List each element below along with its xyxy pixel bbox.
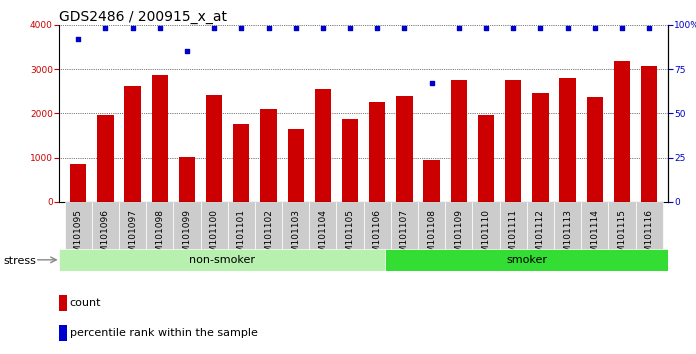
Text: non-smoker: non-smoker	[189, 255, 255, 265]
Point	[209, 25, 220, 31]
Point	[453, 25, 464, 31]
Bar	[581, 202, 608, 250]
Point	[290, 25, 301, 31]
Bar	[614, 61, 630, 202]
Bar	[386, 249, 668, 271]
Bar	[527, 202, 554, 250]
Text: GSM101096: GSM101096	[101, 209, 110, 264]
Bar	[59, 325, 67, 341]
Text: GSM101110: GSM101110	[482, 209, 491, 264]
Text: smoker: smoker	[506, 255, 547, 265]
Bar	[173, 202, 200, 250]
Bar	[391, 202, 418, 250]
Bar	[315, 88, 331, 202]
Point	[562, 25, 573, 31]
Point	[72, 36, 84, 42]
Point	[399, 25, 410, 31]
Text: GSM101098: GSM101098	[155, 209, 164, 264]
Text: percentile rank within the sample: percentile rank within the sample	[70, 328, 258, 338]
Point	[182, 48, 193, 54]
Bar	[500, 202, 527, 250]
Bar	[228, 202, 255, 250]
Bar	[363, 202, 391, 250]
Bar	[97, 115, 113, 202]
Bar	[608, 202, 635, 250]
Point	[236, 25, 247, 31]
Bar	[70, 164, 86, 202]
Text: GSM101099: GSM101099	[182, 209, 191, 264]
Text: stress: stress	[3, 256, 36, 266]
Text: GSM101097: GSM101097	[128, 209, 137, 264]
Bar	[641, 67, 657, 202]
Bar	[369, 102, 386, 202]
Bar	[92, 202, 119, 250]
Text: GSM101116: GSM101116	[644, 209, 654, 264]
Text: GSM101100: GSM101100	[209, 209, 219, 264]
Point	[263, 25, 274, 31]
Bar	[396, 97, 413, 202]
Text: GSM101106: GSM101106	[373, 209, 381, 264]
Point	[345, 25, 356, 31]
Text: GSM101103: GSM101103	[291, 209, 300, 264]
Bar	[554, 202, 581, 250]
Bar	[473, 202, 500, 250]
Bar	[445, 202, 473, 250]
Point	[317, 25, 329, 31]
Bar	[478, 115, 494, 202]
Bar	[505, 80, 521, 202]
Point	[617, 25, 628, 31]
Text: GSM101112: GSM101112	[536, 209, 545, 264]
Text: GSM101113: GSM101113	[563, 209, 572, 264]
Bar	[282, 202, 309, 250]
Text: GSM101104: GSM101104	[318, 209, 327, 264]
Text: GSM101108: GSM101108	[427, 209, 436, 264]
Text: GSM101115: GSM101115	[617, 209, 626, 264]
Bar	[59, 249, 386, 271]
Text: count: count	[70, 298, 101, 308]
Text: GSM101114: GSM101114	[590, 209, 599, 264]
Bar	[451, 80, 467, 202]
Point	[426, 80, 437, 86]
Text: GSM101109: GSM101109	[454, 209, 464, 264]
Text: GSM101102: GSM101102	[264, 209, 273, 264]
Bar	[255, 202, 282, 250]
Bar	[342, 119, 358, 202]
Point	[127, 25, 138, 31]
Bar	[179, 156, 195, 202]
Bar	[309, 202, 336, 250]
Point	[590, 25, 601, 31]
Bar	[587, 97, 603, 202]
Bar	[560, 78, 576, 202]
Bar	[200, 202, 228, 250]
Point	[480, 25, 491, 31]
Text: GDS2486 / 200915_x_at: GDS2486 / 200915_x_at	[59, 10, 227, 24]
Text: GSM101107: GSM101107	[400, 209, 409, 264]
Text: GSM101111: GSM101111	[509, 209, 518, 264]
Point	[155, 25, 166, 31]
Point	[100, 25, 111, 31]
Point	[644, 25, 655, 31]
Bar	[119, 202, 146, 250]
Point	[535, 25, 546, 31]
Bar	[206, 95, 222, 202]
Bar	[532, 93, 548, 202]
Text: GSM101105: GSM101105	[346, 209, 354, 264]
Bar	[418, 202, 445, 250]
Bar	[233, 124, 249, 202]
Bar	[152, 75, 168, 202]
Bar	[146, 202, 173, 250]
Bar	[59, 295, 67, 311]
Bar	[125, 86, 141, 202]
Text: GSM101095: GSM101095	[74, 209, 83, 264]
Bar	[336, 202, 363, 250]
Point	[507, 25, 519, 31]
Point	[372, 25, 383, 31]
Bar	[635, 202, 663, 250]
Bar	[287, 129, 304, 202]
Bar	[423, 160, 440, 202]
Text: GSM101101: GSM101101	[237, 209, 246, 264]
Bar	[65, 202, 92, 250]
Bar	[260, 109, 276, 202]
